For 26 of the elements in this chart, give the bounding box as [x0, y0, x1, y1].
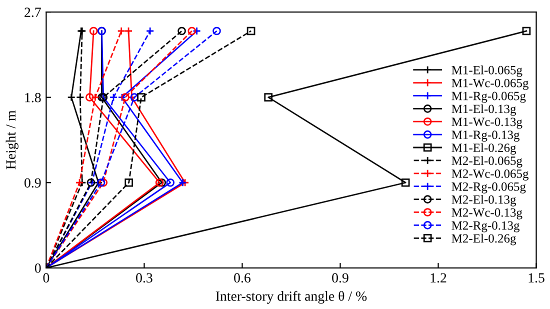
x-tick-label: 1.5 — [528, 273, 544, 283]
x-tick-label: 0.3 — [136, 273, 152, 283]
y-axis-title: Height / m — [6, 110, 18, 170]
x-tick-label: 0.6 — [234, 273, 250, 283]
legend-label: M1-Rg-0.13g — [452, 130, 520, 142]
legend-label: M2-El-0.065g — [452, 156, 522, 168]
legend-label: M1-Rg-0.065g — [452, 92, 526, 103]
legend-label: M2-Wc-0.13g — [452, 208, 522, 220]
y-tick-label: 0.9 — [24, 178, 41, 188]
legend-label: M2-El-0.13g — [452, 194, 516, 206]
legend-label: M1-Wc-0.065g — [452, 78, 529, 90]
x-axis-title: Inter-story drift angle θ / % — [216, 290, 367, 304]
y-tick-label: 0 — [34, 263, 41, 273]
legend-label: M1-Wc-0.13g — [452, 118, 522, 129]
y-tick-label: 2.7 — [24, 8, 41, 18]
legend-label: M2-Wc-0.065g — [452, 169, 529, 180]
legend-label: M1-El-0.065g — [452, 66, 522, 77]
legend-label: M1-El-0.13g — [452, 104, 516, 116]
y-tick-label: 1.8 — [25, 92, 41, 102]
x-tick-label: 0 — [43, 273, 50, 283]
x-tick-label: 1.2 — [430, 273, 446, 283]
legend-label: M2-Rg-0.13g — [452, 221, 520, 232]
legend-label: M2-El-0.26g — [452, 234, 516, 246]
legend-label: M1-El-0.26g — [452, 143, 516, 155]
legend-label: M2-Rg-0.065g — [452, 182, 526, 194]
x-tick-label: 0.9 — [332, 273, 348, 283]
